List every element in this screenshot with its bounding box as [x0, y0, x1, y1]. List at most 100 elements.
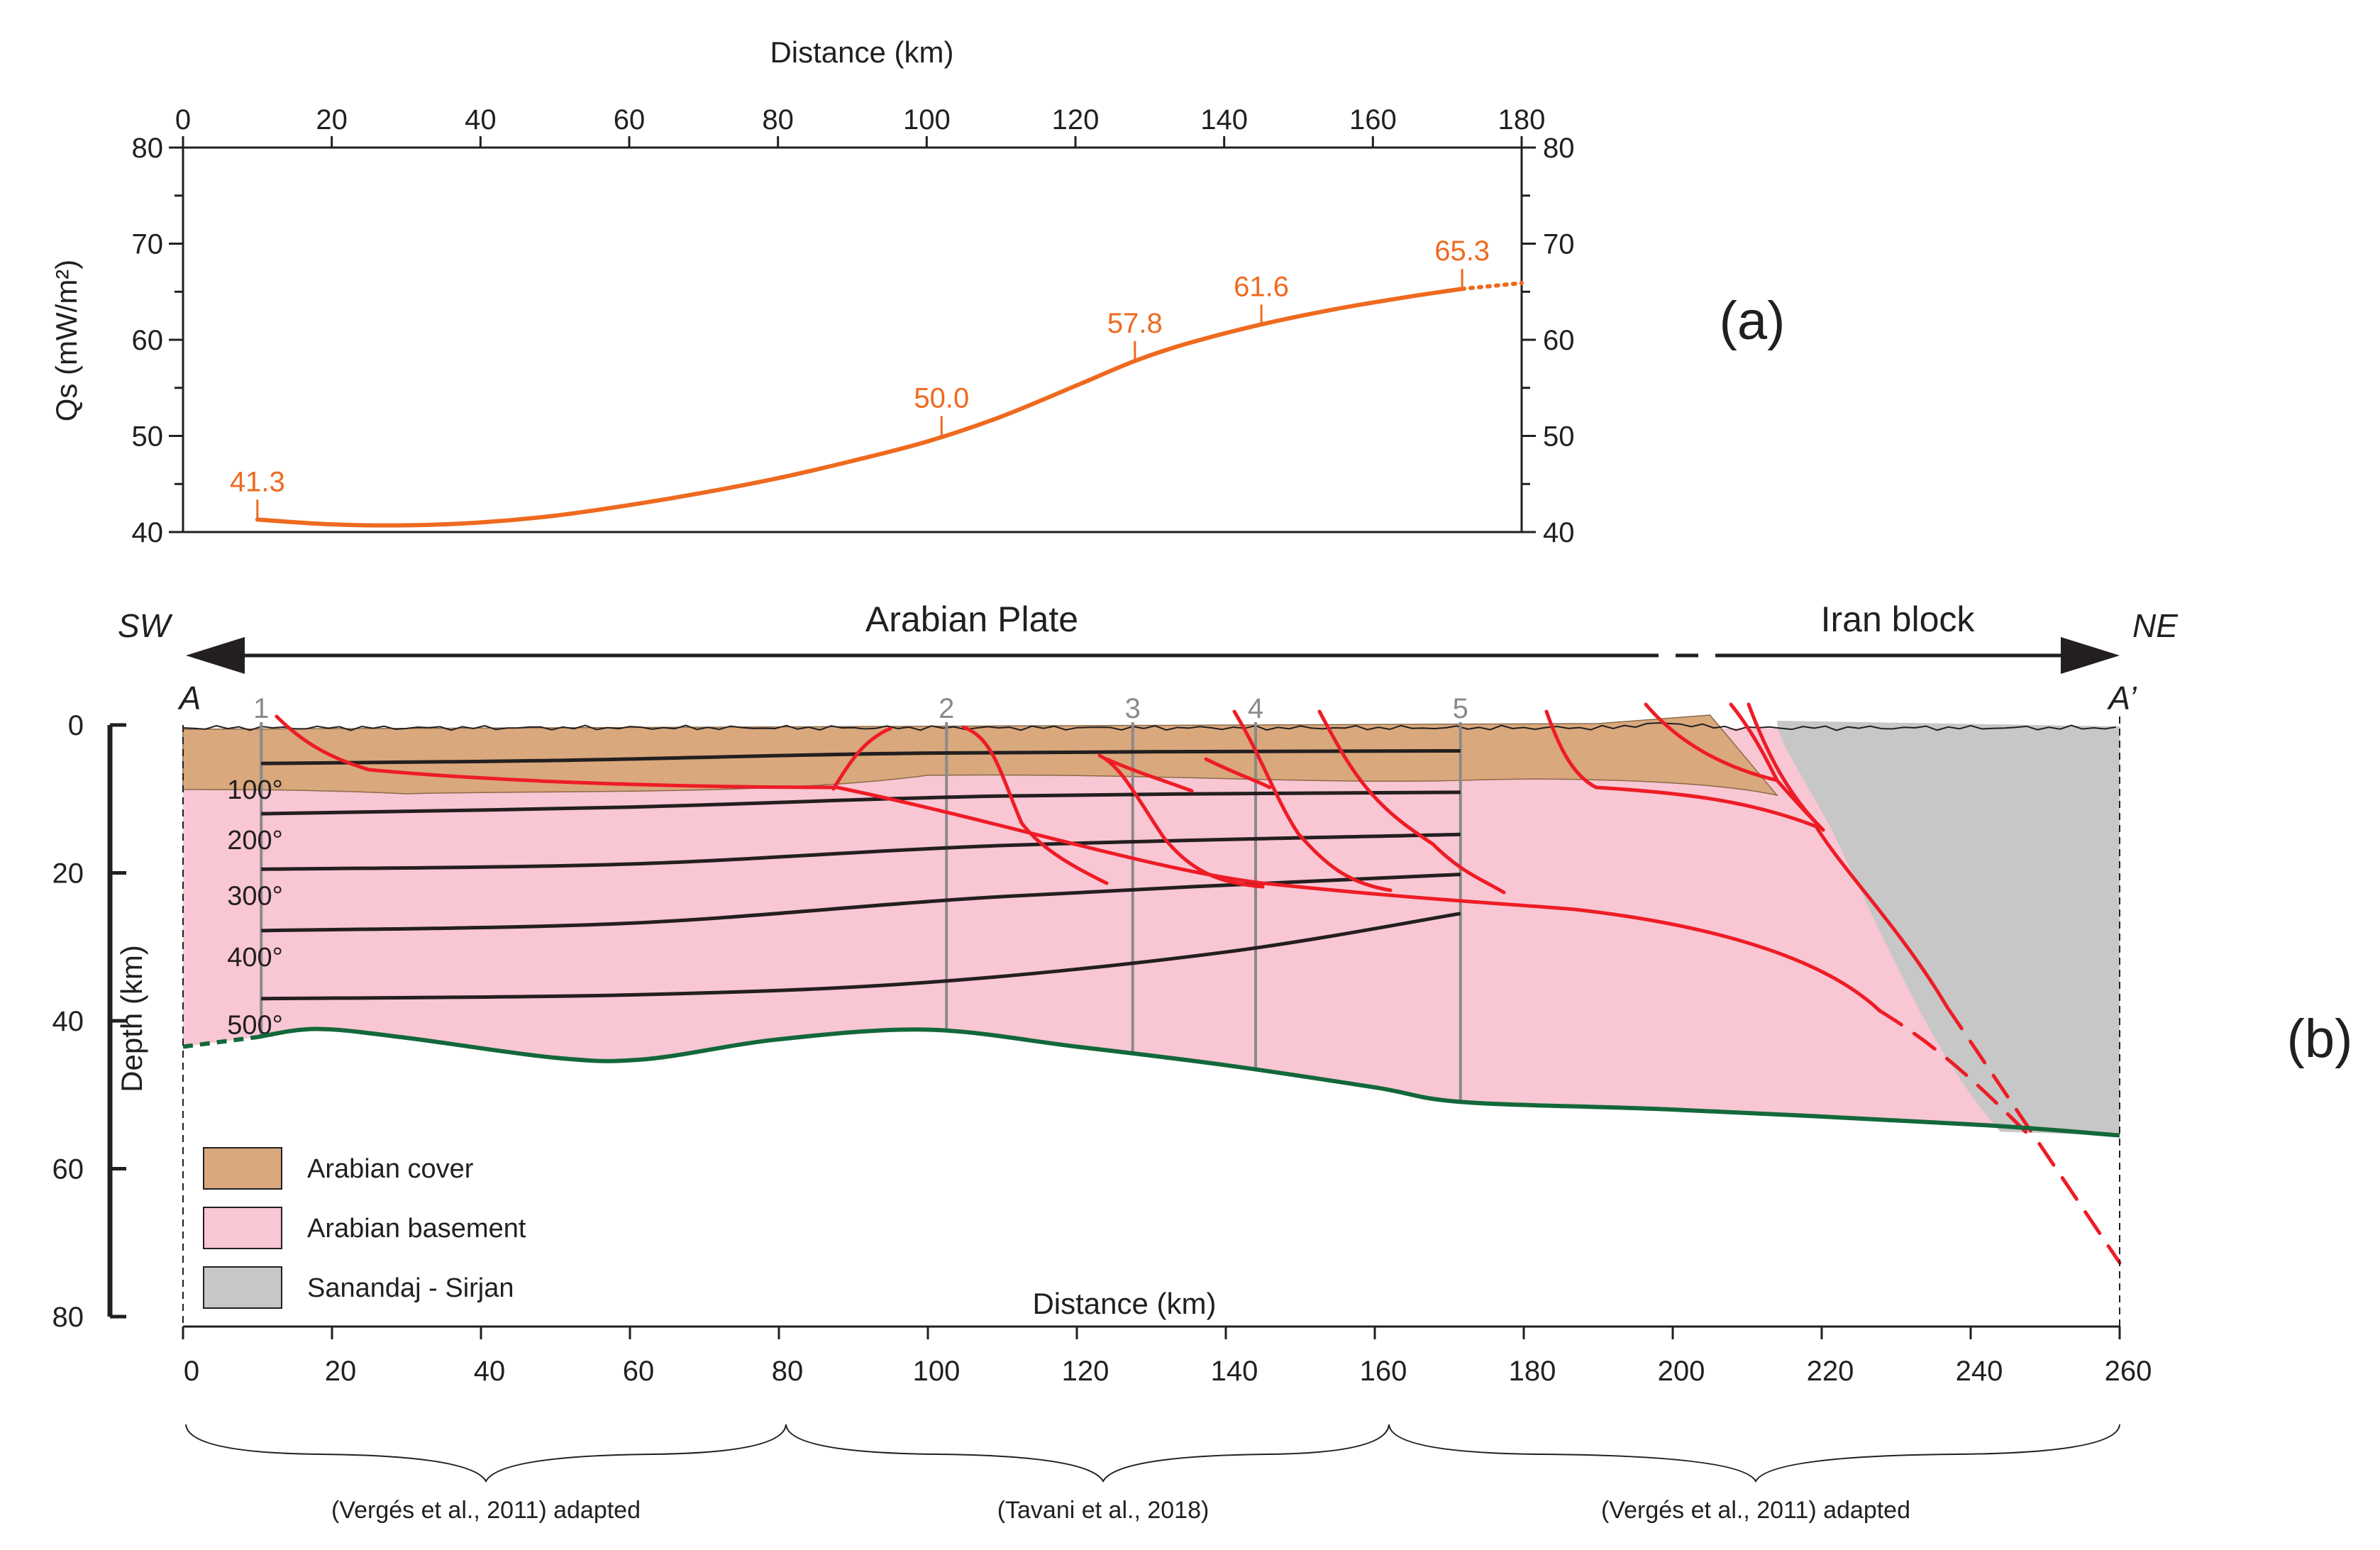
fault-3: [1097, 753, 1265, 889]
faults-projected: [1878, 1005, 2122, 1265]
arrow-head-right: [2061, 637, 2120, 674]
y-tick-label-b: 20: [52, 858, 84, 890]
isotherms: 100°200°300°400°500°: [227, 748, 1461, 1041]
isotherm-line: [261, 748, 1461, 765]
moho-extrapolated-line: [182, 1034, 258, 1049]
legend: Arabian cover Arabian basement Sanandaj …: [203, 1147, 526, 1309]
x-tick-label-b: 240: [1956, 1356, 2003, 1387]
x-tick-label-a: 80: [762, 104, 794, 135]
domain-iran-block: Iran block: [1821, 599, 1976, 639]
legend-label-sanandaj: Sanandaj - Sirjan: [307, 1273, 514, 1303]
well-label: 5: [1453, 693, 1468, 724]
panel-b-ticks: 0 20 40 60 80 100 120 140 160 180 200 220 240 260 0 20 4…: [52, 710, 2152, 1387]
isotherm-label: 200°: [227, 826, 283, 856]
legend-swatch-basement: [203, 1207, 282, 1249]
heat-flow-annotations: 41.3 50.0 57.8 61.6 65.3: [230, 236, 1490, 520]
arabian-basement-area: [183, 728, 2120, 1136]
fault-iran-1: [1644, 702, 1779, 782]
projected-main-thrust: [1945, 1005, 2122, 1265]
x-tick-label-b: 260: [2105, 1356, 2152, 1387]
fault-iran-upper: [1544, 709, 1949, 1009]
main-detachment-fault: [275, 714, 1882, 1013]
y-tick-label-right-a: 50: [1543, 421, 1575, 453]
fault-4-splay: [1204, 757, 1272, 790]
section-end-a: A: [177, 680, 201, 716]
legend-swatch-cover: [203, 1147, 282, 1190]
y-axis-title-b: Depth (km): [115, 945, 148, 1092]
y-tick-label-left-a: 70: [132, 229, 164, 260]
isotherm-line: [261, 832, 1461, 871]
heat-flow-value-label: 57.8: [1107, 308, 1163, 339]
domain-arabian-plate: Arabian Plate: [865, 599, 1078, 639]
isotherm-label: 400°: [227, 943, 283, 973]
faults: [275, 702, 1949, 1013]
x-tick-label-b: 20: [325, 1356, 357, 1387]
plot-frame-a: [182, 146, 1523, 533]
arrow-head-left: [186, 637, 245, 674]
y-tick-label-b: 80: [52, 1302, 84, 1333]
brace-2: [785, 1424, 1390, 1483]
y-tick-label-right-a: 70: [1543, 229, 1575, 260]
legend-label-basement: Arabian basement: [307, 1214, 526, 1244]
legend-label-cover: Arabian cover: [307, 1154, 474, 1184]
y-tick-label-left-a: 40: [132, 517, 164, 548]
isotherm-label: 100°: [227, 775, 283, 805]
fault-5: [1317, 709, 1506, 895]
heat-flow-extrapolated-line: [1460, 281, 1524, 292]
isotherm-label: 300°: [227, 881, 283, 911]
fault-backthrust: [831, 726, 892, 791]
well-label: 2: [939, 693, 954, 724]
x-tick-label-b: 160: [1360, 1356, 1407, 1387]
fault-4: [1232, 709, 1393, 892]
panel-a-heat-flow-chart: 0 20 40 60 80 100 120 140 160 180 40 40 50 50 60 60 70 70…: [50, 35, 1785, 548]
sanandaj-sirjan-area: [1777, 721, 2120, 1136]
heat-flow-value-label: 65.3: [1434, 236, 1490, 267]
x-tick-label-a: 140: [1200, 104, 1248, 135]
panel-b-cross-section: SW NE Arabian Plate Iran block A A’ 1 2 3 4…: [52, 599, 2353, 1524]
well-label: 3: [1125, 693, 1141, 724]
projected-detachment: [1878, 1009, 2031, 1137]
section-end-a-prime: A’: [2106, 680, 2137, 716]
x-tick-label-a: 20: [316, 104, 348, 135]
x-tick-label-a: 100: [903, 104, 951, 135]
direction-sw: SW: [118, 607, 174, 644]
direction-ne: NE: [2132, 607, 2179, 644]
heat-flow-value-label: 41.3: [230, 466, 285, 497]
legend-swatch-sanandaj: [203, 1266, 282, 1309]
panel-a-ticks: 0 20 40 60 80 100 120 140 160 180 40 40 50 50 60 60 70 70…: [132, 104, 1575, 548]
heat-flow-value-label: 50.0: [914, 383, 969, 414]
y-tick-label-b: 40: [52, 1006, 84, 1037]
source-braces: [185, 1424, 2120, 1483]
panel-label-b: (b): [2287, 1009, 2353, 1069]
x-axis-title-a: Distance (km): [770, 35, 953, 69]
y-axis-title-a: Qs (mW/m²): [50, 260, 83, 422]
source-label-1: (Vergés et al., 2011) adapted: [331, 1497, 641, 1524]
panel-label-a: (a): [1720, 291, 1786, 351]
x-tick-label-b: 180: [1509, 1356, 1556, 1387]
x-tick-label-b: 220: [1807, 1356, 1854, 1387]
x-axis-title-b: Distance (km): [1032, 1287, 1216, 1320]
y-tick-label-right-a: 60: [1543, 325, 1575, 356]
y-tick-label-right-a: 80: [1543, 133, 1575, 164]
source-label-2: (Tavani et al., 2018): [997, 1497, 1210, 1524]
brace-1: [185, 1424, 787, 1483]
well-label: 1: [253, 693, 269, 724]
isotherm-line: [261, 912, 1461, 1001]
heat-flow-value-label: 61.6: [1234, 271, 1289, 302]
x-tick-label-b: 140: [1211, 1356, 1258, 1387]
y-tick-label-right-a: 40: [1543, 517, 1575, 548]
y-tick-label-left-a: 80: [132, 133, 164, 164]
fault-iran-3: [1747, 702, 1825, 832]
x-tick-label-b: 120: [1062, 1356, 1109, 1387]
brace-3: [1388, 1424, 2120, 1483]
y-tick-label-left-a: 60: [132, 325, 164, 356]
heat-flow-line: [255, 287, 1465, 528]
x-tick-label-a: 0: [175, 104, 191, 135]
x-tick-label-b: 80: [772, 1356, 804, 1387]
x-tick-label-b: 60: [623, 1356, 655, 1387]
x-tick-label-b: 0: [184, 1356, 199, 1387]
topography-line: [182, 722, 2116, 731]
x-tick-label-a: 120: [1052, 104, 1100, 135]
fault-3-splay: [1105, 757, 1194, 793]
